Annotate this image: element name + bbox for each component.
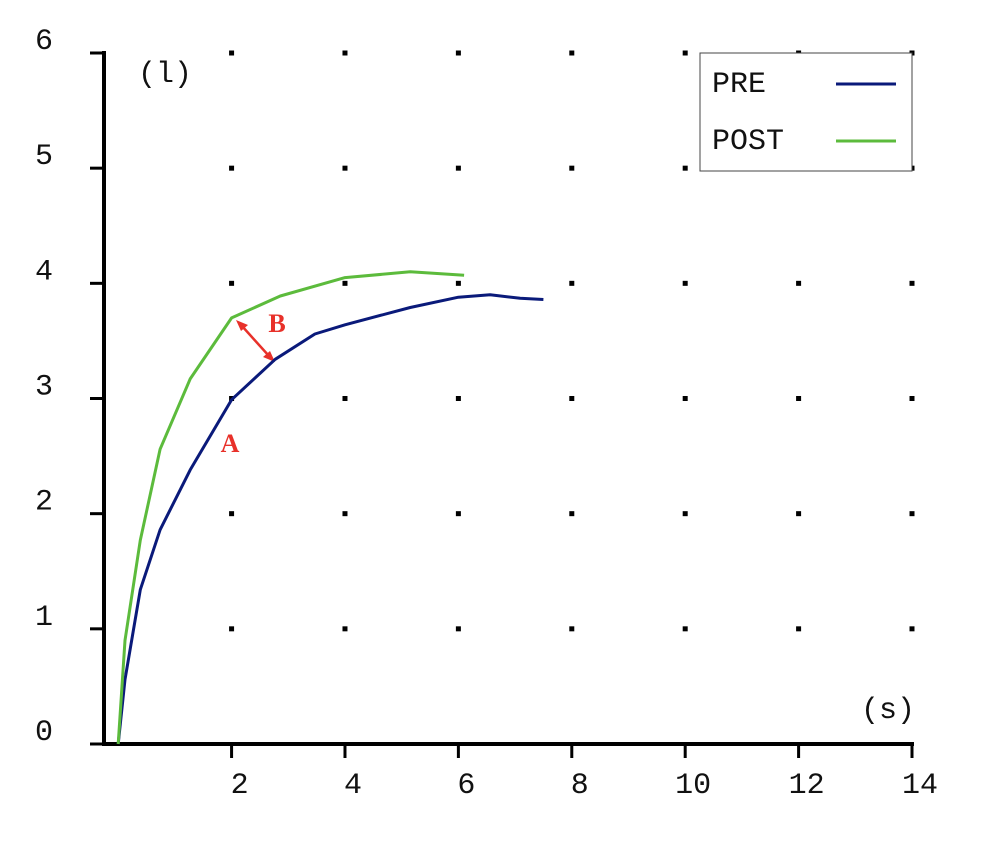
grid-dot: [682, 626, 688, 632]
grid-dot: [229, 50, 235, 56]
x-tick-label: 8: [571, 769, 589, 803]
grid-dot: [455, 280, 461, 286]
grid-dot: [796, 280, 802, 286]
y-tick-label: 2: [35, 486, 53, 520]
grid-dot: [569, 396, 575, 401]
grid-dot: [569, 50, 575, 56]
x-tick-label: 10: [675, 769, 711, 803]
grid-dot: [796, 396, 802, 401]
annotation: B: [268, 309, 285, 338]
grid-dot: [682, 280, 688, 286]
grid-dot: [229, 165, 235, 171]
y-tick-label: 0: [35, 716, 53, 750]
x-tick-label: 4: [344, 769, 362, 803]
grid-dot: [682, 396, 688, 401]
y-tick-label: 5: [35, 140, 53, 174]
y-tick-label: 1: [35, 601, 53, 635]
grid-dot: [909, 511, 915, 517]
grid-dot: [342, 626, 348, 632]
grid-dot: [682, 50, 688, 56]
data-line: [116, 293, 544, 745]
annotation-arrow: [236, 320, 275, 362]
grid-dot: [455, 396, 461, 401]
grid-dot: [455, 165, 461, 171]
grid-dot: [342, 396, 348, 401]
grid-dot: [569, 626, 575, 632]
legend-label: POST: [712, 125, 784, 159]
x-tick-label: 14: [902, 769, 938, 803]
grid-dot: [682, 511, 688, 517]
grid-dot: [342, 50, 348, 56]
grid-dot: [569, 511, 575, 517]
data-line: [116, 270, 465, 745]
y-tick-label: 3: [35, 370, 53, 404]
grid-dot: [569, 165, 575, 171]
x-tick-label: 6: [457, 769, 475, 803]
y-axis-label: (l): [138, 58, 192, 92]
grid-dot: [682, 165, 688, 171]
legend-label: PRE: [712, 68, 766, 102]
x-axis-label: (s): [861, 694, 915, 728]
grid-dot: [909, 626, 915, 632]
grid-dot: [342, 165, 348, 171]
grid-dot: [342, 511, 348, 517]
x-tick-label: 12: [789, 769, 825, 803]
grid-dot: [796, 626, 802, 632]
grid-dot: [229, 626, 235, 632]
y-tick-label: 4: [35, 255, 53, 289]
grid-dot: [909, 280, 915, 286]
grid-dot: [455, 50, 461, 56]
grid-dot: [909, 396, 915, 401]
x-tick-label: 2: [231, 769, 249, 803]
annotation: A: [221, 429, 240, 458]
y-tick-label: 6: [35, 25, 53, 59]
grid-dot: [229, 280, 235, 286]
grid-dot: [342, 280, 348, 286]
grid-dot: [569, 280, 575, 286]
grid-dot: [796, 511, 802, 517]
legend-box: [699, 52, 913, 172]
grid-dot: [455, 511, 461, 517]
grid-dot: [229, 511, 235, 517]
grid-dot: [455, 626, 461, 632]
